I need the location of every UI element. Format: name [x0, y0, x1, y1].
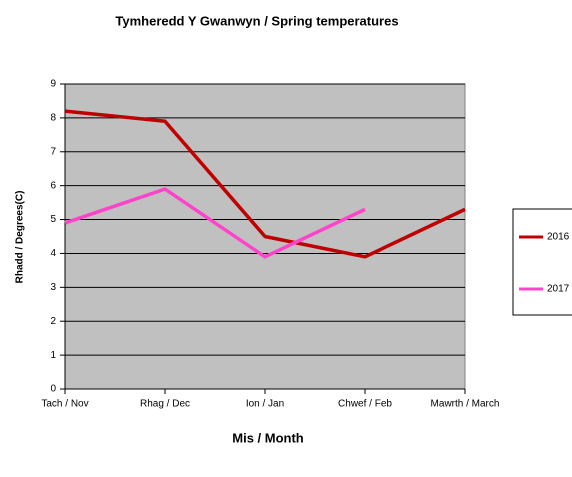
y-tick-label: 0 — [50, 384, 56, 395]
x-tick-label: Ion / Jan — [246, 399, 284, 410]
y-tick-label: 4 — [50, 248, 56, 259]
y-tick-label: 3 — [50, 282, 56, 293]
y-tick-label: 8 — [50, 113, 56, 124]
x-tick-label: Chwef / Feb — [338, 399, 392, 410]
y-tick-label: 7 — [50, 146, 56, 157]
series-line — [64, 109, 466, 259]
y-tick-label: 1 — [50, 350, 56, 361]
y-tick-label: 2 — [50, 316, 56, 327]
x-tick-label: Mawrth / March — [431, 399, 500, 410]
legend — [512, 208, 572, 316]
legend-label: 2016 — [547, 232, 570, 243]
series-line — [64, 187, 366, 259]
x-tick-label: Tach / Nov — [41, 399, 88, 410]
y-tick-label: 5 — [50, 214, 56, 225]
y-axis-title: Rhadd / Degrees(C) — [15, 191, 26, 284]
y-tick-label: 9 — [50, 79, 56, 90]
legend-label: 2017 — [547, 284, 570, 295]
y-tick-label: 6 — [50, 180, 56, 191]
x-axis-title: Mis / Month — [232, 430, 304, 445]
x-tick-label: Rhag / Dec — [140, 399, 190, 410]
chart-title: Tymheredd Y Gwanwyn / Spring temperature… — [115, 13, 398, 28]
